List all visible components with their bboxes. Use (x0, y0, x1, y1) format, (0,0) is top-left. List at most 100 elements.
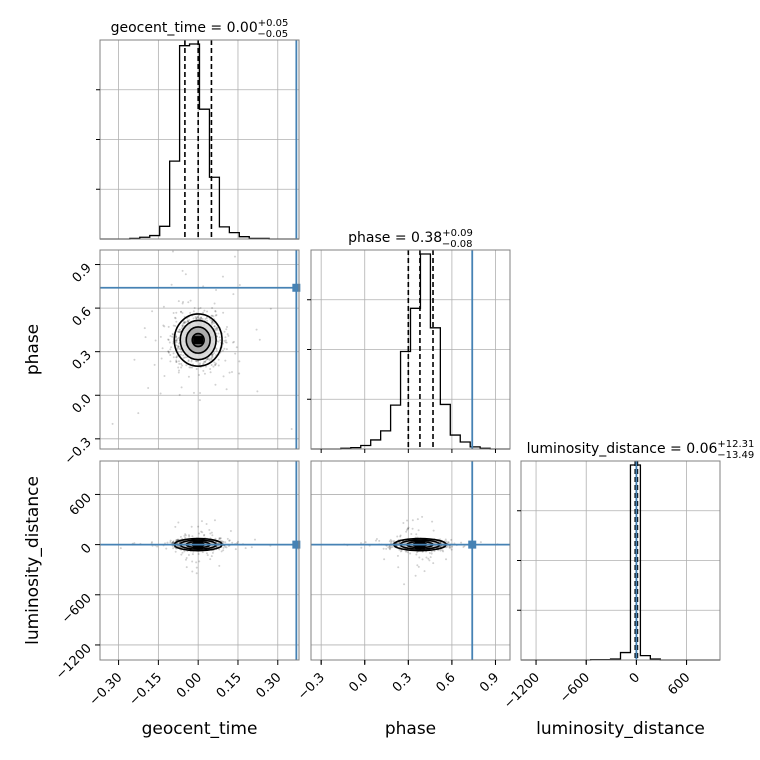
sample-point (290, 428, 293, 431)
sample-point (172, 541, 175, 544)
sample-point (222, 540, 225, 543)
sample-point (210, 314, 213, 317)
sample-point (144, 336, 147, 339)
sample-point (390, 540, 393, 543)
sample-point (218, 538, 221, 541)
sample-point (213, 519, 216, 522)
ytick-label-luminosity_distance: −1200 (53, 641, 95, 683)
sample-point (137, 412, 140, 415)
sample-point (183, 534, 186, 537)
sample-point (205, 522, 208, 525)
sample-point (172, 356, 175, 359)
sample-point (174, 339, 177, 342)
sample-point (203, 309, 206, 312)
sample-point (423, 570, 426, 573)
sample-point (447, 541, 450, 544)
sample-point (177, 521, 180, 524)
panel-frame (310, 460, 511, 661)
sample-point (143, 327, 146, 330)
sample-point (449, 545, 452, 548)
sample-point (156, 545, 159, 548)
sample-point (198, 363, 201, 366)
joint-content-0 (100, 250, 299, 449)
grid-lines-1-0 (100, 250, 299, 449)
sample-point (217, 364, 220, 367)
sample-point (215, 313, 218, 316)
sample-point (192, 317, 195, 320)
sample-point (170, 283, 173, 286)
sample-point (167, 351, 170, 354)
sample-point (175, 361, 178, 364)
sample-point (167, 350, 170, 353)
joint-panel-phase-luminosity_distance (311, 461, 510, 660)
sample-point (214, 329, 217, 332)
sample-point (174, 525, 177, 528)
sample-point (198, 399, 201, 402)
sample-point (417, 565, 420, 568)
sample-point (399, 535, 402, 538)
sample-point (211, 355, 214, 358)
sample-point (206, 358, 209, 361)
sample-point (360, 546, 363, 549)
sample-point (233, 255, 236, 258)
sample-point (199, 391, 202, 394)
histogram-geocent_time (100, 43, 299, 240)
sample-point (183, 550, 186, 553)
joint-content-2 (311, 461, 510, 660)
sample-point (187, 301, 190, 304)
sample-point (176, 347, 179, 350)
sample-point (445, 546, 448, 549)
sample-point (227, 334, 230, 337)
sample-point (411, 519, 414, 522)
sample-point (161, 347, 164, 350)
sample-point (203, 533, 206, 536)
sample-point (150, 541, 153, 544)
sample-point (375, 538, 378, 541)
sample-point (204, 360, 207, 363)
sample-point (212, 365, 215, 368)
sample-point (199, 316, 202, 319)
sample-point (415, 553, 418, 556)
sample-point (195, 317, 198, 320)
sample-point (409, 552, 412, 555)
sample-point (171, 541, 174, 544)
sample-point (185, 364, 188, 367)
sample-point (209, 558, 212, 561)
sample-point (175, 339, 178, 342)
sample-point (202, 369, 205, 372)
sample-point (396, 554, 399, 557)
sample-point (177, 345, 180, 348)
density-peak (193, 336, 204, 345)
sample-point (244, 547, 247, 550)
sample-point (217, 340, 220, 343)
sample-point (225, 328, 228, 331)
sample-point (382, 547, 385, 550)
sample-point (222, 311, 225, 314)
sample-point (187, 553, 190, 556)
sample-point (179, 310, 182, 313)
sample-point (218, 564, 221, 567)
sample-point (446, 545, 449, 548)
sample-point (195, 561, 198, 564)
sample-point (175, 356, 178, 359)
sample-point (416, 518, 419, 521)
sample-point (183, 321, 186, 324)
xtick-label-phase: 0.6 (433, 670, 458, 695)
sample-point (405, 530, 408, 533)
sample-point (169, 539, 172, 542)
sample-point (388, 546, 391, 549)
xtick-label-phase: 0.9 (477, 670, 502, 695)
sample-point (218, 536, 221, 539)
sample-point (407, 526, 410, 529)
sample-point (175, 341, 178, 344)
sample-point (183, 321, 186, 324)
sample-point (225, 326, 228, 329)
sample-point (169, 541, 172, 544)
sample-point (181, 312, 184, 315)
sample-point (215, 289, 218, 292)
sample-point (210, 353, 213, 356)
sample-point (209, 367, 212, 370)
sample-point (430, 552, 433, 555)
sample-point (192, 391, 195, 394)
sample-point (410, 533, 413, 536)
